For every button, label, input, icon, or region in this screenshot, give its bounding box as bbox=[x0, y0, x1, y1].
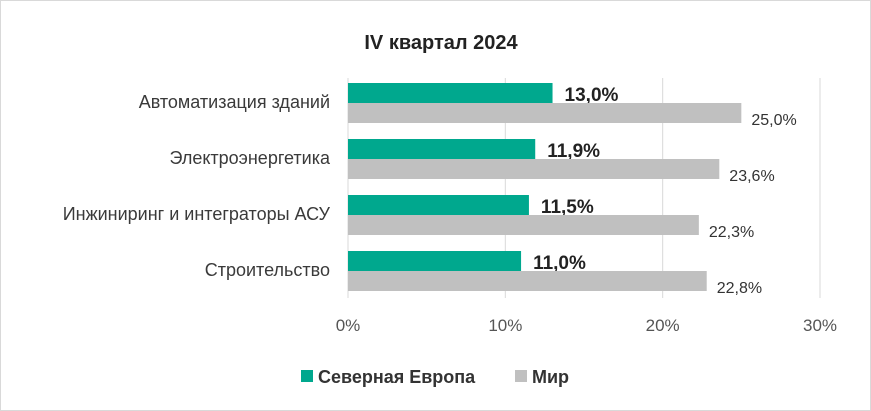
data-label: 22,8% bbox=[717, 280, 762, 297]
category-label: Инжиниринг и интеграторы АСУ bbox=[63, 204, 331, 224]
bar-world bbox=[348, 215, 699, 235]
legend-label-world: Мир bbox=[532, 367, 569, 387]
data-label: 11,5% bbox=[541, 197, 594, 218]
data-label: 25,0% bbox=[751, 112, 796, 129]
bar-world bbox=[348, 103, 742, 123]
legend-swatch-north-europe bbox=[301, 370, 313, 382]
legend: Северная Европа Мир bbox=[301, 367, 569, 387]
data-label: 22,3% bbox=[709, 224, 754, 241]
legend-swatch-world bbox=[515, 370, 527, 382]
x-tick-label: 30% bbox=[803, 316, 837, 335]
x-axis-ticks: 0% 10% 20% 30% bbox=[336, 316, 837, 335]
category-label: Автоматизация зданий bbox=[139, 92, 330, 112]
bars: 13,0% 25,0% 11,9% 23,6% 11,5% 22,3% 11,0% 22,8% bbox=[348, 83, 797, 297]
data-label: 11,0% bbox=[533, 253, 586, 274]
x-tick-label: 0% bbox=[336, 316, 361, 335]
category-labels: Автоматизация зданий Электроэнергетика Инж… bbox=[63, 92, 331, 280]
data-label: 13,0% bbox=[565, 85, 619, 106]
x-tick-label: 10% bbox=[488, 316, 522, 335]
data-label: 23,6% bbox=[729, 168, 774, 185]
bar-north-europe bbox=[348, 139, 536, 159]
bar-north-europe bbox=[348, 83, 553, 103]
data-label: 11,9% bbox=[547, 141, 600, 162]
category-label: Строительство bbox=[205, 260, 330, 280]
x-tick-label: 20% bbox=[646, 316, 680, 335]
category-label: Электроэнергетика bbox=[169, 148, 330, 168]
chart-title: IV квартал 2024 bbox=[364, 32, 518, 54]
bar-north-europe bbox=[348, 251, 522, 271]
bar-north-europe bbox=[348, 195, 529, 215]
legend-label-north-europe: Северная Европа bbox=[318, 367, 476, 387]
bar-world bbox=[348, 159, 720, 179]
bar-world bbox=[348, 271, 707, 291]
